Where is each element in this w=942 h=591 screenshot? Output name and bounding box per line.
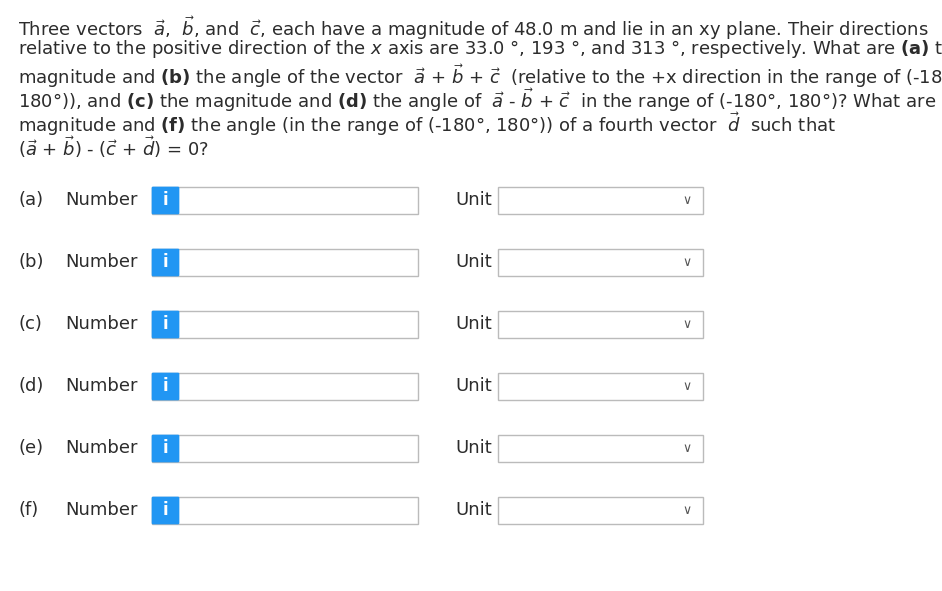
FancyBboxPatch shape [498, 434, 703, 462]
FancyBboxPatch shape [152, 434, 418, 462]
FancyBboxPatch shape [152, 311, 178, 337]
Text: 180°)), and $\bf{(c)}$ the magnitude and $\bf{(d)}$ the angle of  $\vec{a}$ - $\: 180°)), and $\bf{(c)}$ the magnitude and… [18, 86, 942, 114]
Text: i: i [162, 439, 168, 457]
Text: i: i [162, 191, 168, 209]
FancyBboxPatch shape [152, 187, 418, 213]
Text: relative to the positive direction of the $x$ axis are 33.0 °, 193 °, and 313 °,: relative to the positive direction of th… [18, 38, 942, 60]
FancyBboxPatch shape [498, 496, 703, 524]
Text: Number: Number [65, 191, 138, 209]
FancyBboxPatch shape [152, 249, 178, 275]
Text: magnitude and $\bf{(f)}$ the angle (in the range of (-180°, 180°)) of a fourth v: magnitude and $\bf{(f)}$ the angle (in t… [18, 110, 836, 138]
Text: i: i [162, 377, 168, 395]
Text: Unit: Unit [455, 315, 492, 333]
FancyBboxPatch shape [152, 187, 178, 213]
Text: ($\vec{a}$ + $\vec{b}$) - ($\vec{c}$ + $\vec{d}$) = 0?: ($\vec{a}$ + $\vec{b}$) - ($\vec{c}$ + $… [18, 134, 209, 160]
Text: ∨: ∨ [682, 505, 691, 518]
Text: (a): (a) [18, 191, 43, 209]
Text: ∨: ∨ [682, 319, 691, 332]
Text: Unit: Unit [455, 501, 492, 519]
Text: i: i [162, 253, 168, 271]
FancyBboxPatch shape [152, 497, 178, 523]
Text: (c): (c) [18, 315, 41, 333]
FancyBboxPatch shape [498, 248, 703, 275]
Text: ∨: ∨ [682, 256, 691, 269]
FancyBboxPatch shape [152, 248, 418, 275]
FancyBboxPatch shape [152, 373, 178, 399]
Text: i: i [162, 191, 168, 209]
FancyBboxPatch shape [152, 311, 178, 337]
FancyBboxPatch shape [152, 187, 178, 213]
Text: i: i [162, 315, 168, 333]
FancyBboxPatch shape [152, 372, 418, 400]
Text: ∨: ∨ [682, 381, 691, 394]
FancyBboxPatch shape [498, 310, 703, 337]
FancyBboxPatch shape [152, 310, 418, 337]
Text: (e): (e) [18, 439, 43, 457]
Text: Number: Number [65, 377, 138, 395]
FancyBboxPatch shape [498, 187, 703, 213]
FancyBboxPatch shape [152, 496, 418, 524]
Text: Unit: Unit [455, 439, 492, 457]
Text: Three vectors  $\vec{a}$,  $\vec{b}$, and  $\vec{c}$, each have a magnitude of 4: Three vectors $\vec{a}$, $\vec{b}$, and … [18, 14, 929, 42]
Text: ∨: ∨ [682, 443, 691, 456]
Text: Unit: Unit [455, 191, 492, 209]
Text: Number: Number [65, 253, 138, 271]
Text: i: i [162, 253, 168, 271]
FancyBboxPatch shape [152, 249, 178, 275]
Text: i: i [162, 501, 168, 519]
Text: Number: Number [65, 439, 138, 457]
FancyBboxPatch shape [152, 435, 178, 461]
Text: (b): (b) [18, 253, 43, 271]
Text: (d): (d) [18, 377, 43, 395]
FancyBboxPatch shape [152, 497, 178, 523]
FancyBboxPatch shape [152, 435, 178, 461]
Text: ∨: ∨ [682, 194, 691, 207]
Text: i: i [162, 315, 168, 333]
Text: Number: Number [65, 315, 138, 333]
Text: i: i [162, 439, 168, 457]
Text: i: i [162, 377, 168, 395]
FancyBboxPatch shape [498, 372, 703, 400]
FancyBboxPatch shape [152, 373, 178, 399]
Text: Unit: Unit [455, 253, 492, 271]
Text: Unit: Unit [455, 377, 492, 395]
Text: i: i [162, 501, 168, 519]
Text: Number: Number [65, 501, 138, 519]
Text: magnitude and $\bf{(b)}$ the angle of the vector  $\vec{a}$ + $\vec{b}$ + $\vec{: magnitude and $\bf{(b)}$ the angle of th… [18, 62, 942, 90]
Text: (f): (f) [18, 501, 39, 519]
